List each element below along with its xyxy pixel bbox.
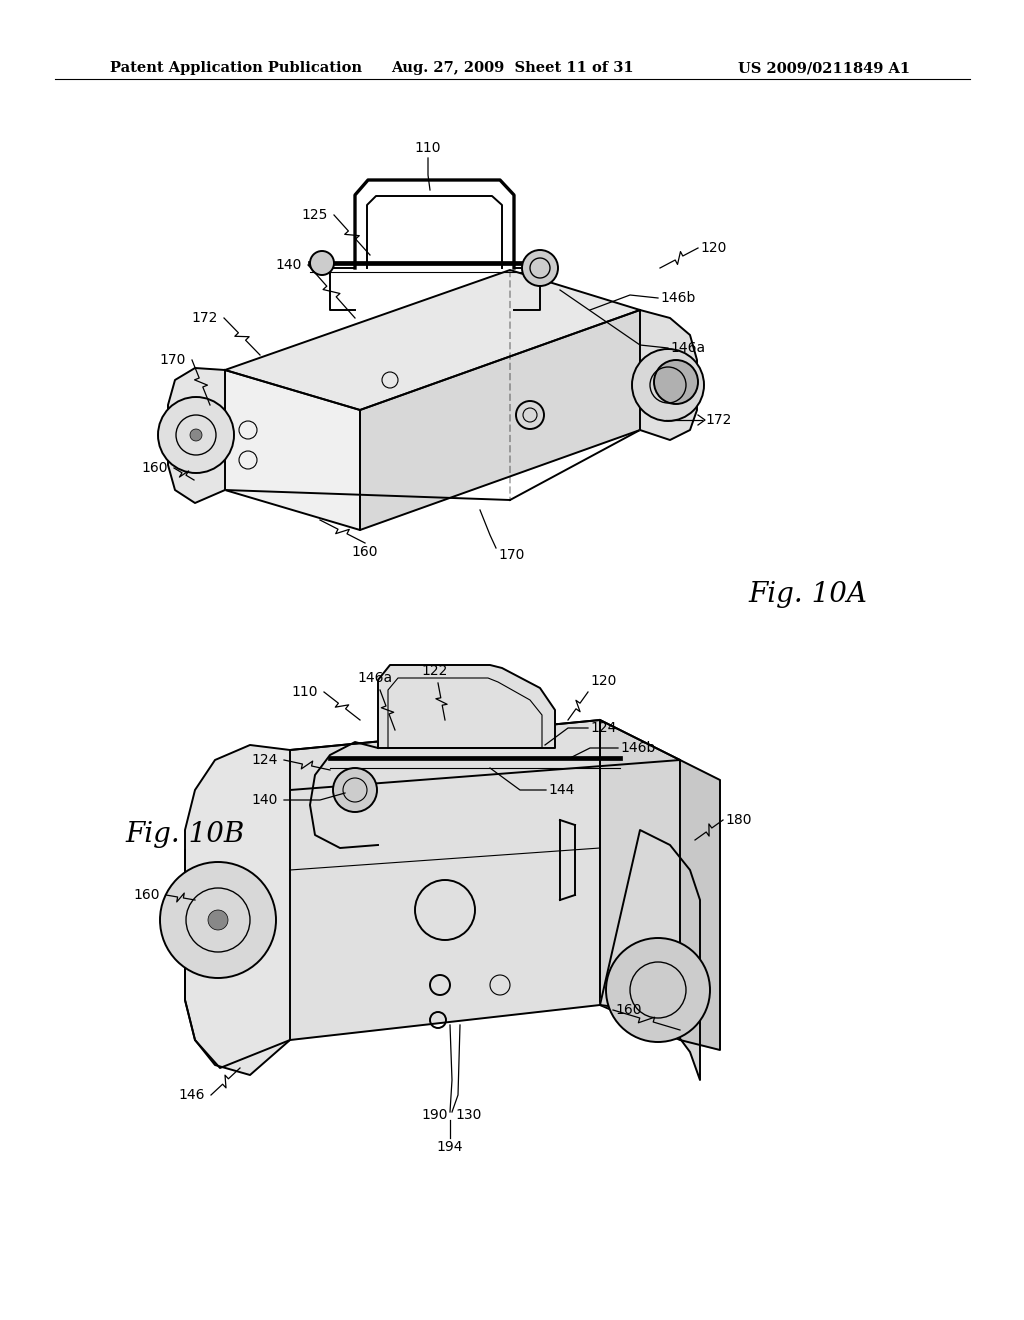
Text: 146b: 146b xyxy=(620,741,655,755)
Text: 146: 146 xyxy=(178,1088,205,1102)
Text: 140: 140 xyxy=(275,257,302,272)
Text: 120: 120 xyxy=(590,675,616,688)
Text: 172: 172 xyxy=(705,413,731,426)
Circle shape xyxy=(654,360,698,404)
Polygon shape xyxy=(225,271,640,411)
Text: Fig. 10B: Fig. 10B xyxy=(125,821,245,849)
Circle shape xyxy=(632,348,705,421)
Circle shape xyxy=(606,939,710,1041)
Text: 170: 170 xyxy=(160,352,186,367)
Polygon shape xyxy=(225,370,360,531)
Polygon shape xyxy=(168,368,225,503)
Polygon shape xyxy=(600,719,680,1040)
Circle shape xyxy=(190,429,202,441)
Text: 124: 124 xyxy=(252,752,278,767)
Text: 140: 140 xyxy=(252,793,278,807)
Text: 160: 160 xyxy=(615,1003,641,1016)
Text: 146b: 146b xyxy=(660,290,695,305)
Text: 160: 160 xyxy=(352,545,378,558)
Text: US 2009/0211849 A1: US 2009/0211849 A1 xyxy=(738,61,910,75)
Text: Patent Application Publication: Patent Application Publication xyxy=(110,61,362,75)
Text: 125: 125 xyxy=(302,209,328,222)
Text: 110: 110 xyxy=(415,141,441,154)
Polygon shape xyxy=(185,744,290,1074)
Text: Aug. 27, 2009  Sheet 11 of 31: Aug. 27, 2009 Sheet 11 of 31 xyxy=(391,61,633,75)
Polygon shape xyxy=(640,310,697,440)
Polygon shape xyxy=(680,760,720,1049)
Text: 144: 144 xyxy=(548,783,574,797)
Text: 180: 180 xyxy=(725,813,752,828)
Text: 110: 110 xyxy=(292,685,318,700)
Text: 160: 160 xyxy=(141,461,168,475)
Text: 190: 190 xyxy=(422,1107,449,1122)
Text: Fig. 10A: Fig. 10A xyxy=(748,582,867,609)
Circle shape xyxy=(522,249,558,286)
Polygon shape xyxy=(290,719,600,1040)
Text: 160: 160 xyxy=(133,888,160,902)
Polygon shape xyxy=(378,665,555,748)
Text: 194: 194 xyxy=(437,1140,463,1154)
Polygon shape xyxy=(360,310,640,531)
Circle shape xyxy=(160,862,276,978)
Circle shape xyxy=(333,768,377,812)
Polygon shape xyxy=(290,719,680,789)
Text: 172: 172 xyxy=(191,312,218,325)
Circle shape xyxy=(158,397,234,473)
Text: 130: 130 xyxy=(455,1107,481,1122)
Circle shape xyxy=(208,909,228,931)
Text: 170: 170 xyxy=(498,548,524,562)
Text: 120: 120 xyxy=(700,242,726,255)
Text: 124: 124 xyxy=(590,721,616,735)
Text: 122: 122 xyxy=(422,664,449,678)
Text: 146a: 146a xyxy=(357,671,392,685)
Polygon shape xyxy=(600,830,700,1080)
Circle shape xyxy=(310,251,334,275)
Text: 146a: 146a xyxy=(670,341,706,355)
